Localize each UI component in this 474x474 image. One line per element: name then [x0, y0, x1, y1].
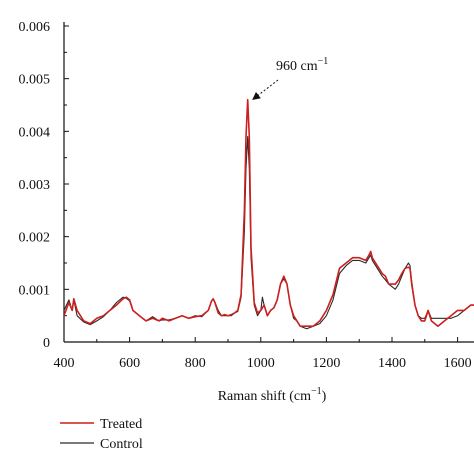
x-tick-label: 1000 [247, 356, 275, 371]
y-tick-label: 0.006 [19, 20, 51, 35]
x-tick-label: 1200 [312, 356, 340, 371]
legend-label-treated: Treated [100, 417, 142, 432]
series-layer [64, 98, 474, 330]
peak-annotation-arrow [252, 79, 279, 100]
x-tick-label: 400 [54, 356, 75, 371]
x-tick-label: 1600 [444, 356, 472, 371]
x-tick-label: 1400 [378, 356, 406, 371]
series-line-treated [64, 98, 474, 327]
y-tick-label: 0 [43, 336, 50, 351]
x-tick-label: 800 [185, 356, 206, 371]
y-tick-label: 0.002 [19, 231, 51, 246]
x-tick-label: 600 [119, 356, 140, 371]
y-tick-label: 0.003 [19, 178, 51, 193]
y-tick-label: 0.001 [19, 283, 51, 298]
axes: 0 0.001 0.002 0.003 0.004 0.005 0.006 400 600 800… [19, 20, 474, 371]
peak-annotation-label: 960 cm−1 [276, 56, 328, 74]
legend-label-control: Control [100, 437, 143, 452]
y-tick-label: 0.004 [19, 125, 51, 140]
x-axis-title: Raman shift (cm−1) [218, 386, 327, 404]
y-tick-label: 0.005 [19, 73, 51, 88]
legend: Treated Control [60, 417, 143, 452]
series-line-control [64, 136, 474, 330]
annotation: 960 cm−1 [252, 56, 328, 100]
